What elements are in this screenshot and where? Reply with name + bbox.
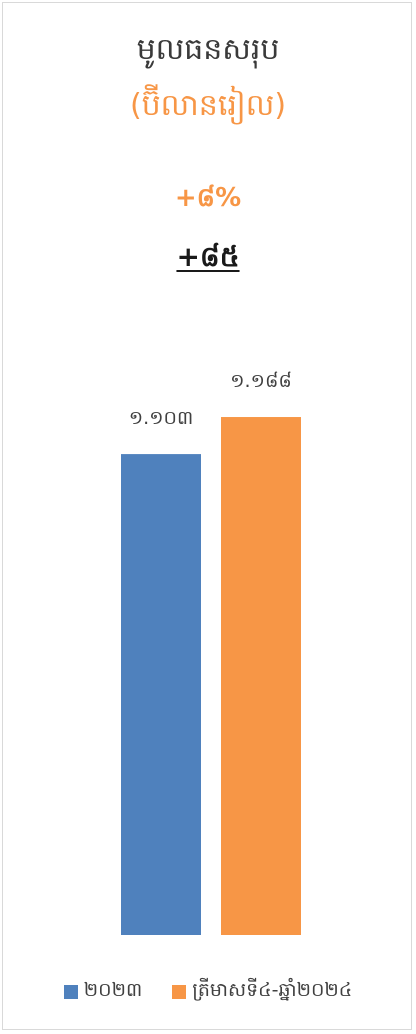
chart-title: មូលធនសរុប	[136, 32, 280, 67]
legend-item-q4-2024: ត្រីមាសទី៤-ឆ្នាំ២០២៤	[172, 978, 352, 1006]
chart-frame	[2, 2, 412, 1030]
data-label-0: ១.១០៣	[129, 407, 194, 429]
growth-absolute: +៨៥	[176, 240, 240, 273]
legend-swatch-2023	[63, 985, 78, 999]
legend-swatch-q4-2024	[172, 985, 187, 999]
legend-label-q4-2024: ត្រីមាសទី៤-ឆ្នាំ២០២៤	[192, 979, 353, 1001]
chart-subtitle: (ប៊ីលានរៀល)	[129, 88, 287, 123]
bar-0	[121, 454, 201, 935]
legend-label-2023: ២០២៣	[83, 979, 143, 1001]
growth-percent: +៨%	[174, 183, 242, 213]
data-label-1: ១.១៨៨	[230, 370, 292, 392]
legend-item-2023: ២០២៣	[63, 978, 143, 1006]
bar-1	[221, 417, 301, 936]
legend: ២០២៣ ត្រីមាសទី៤-ឆ្នាំ២០២៤	[0, 978, 416, 1006]
